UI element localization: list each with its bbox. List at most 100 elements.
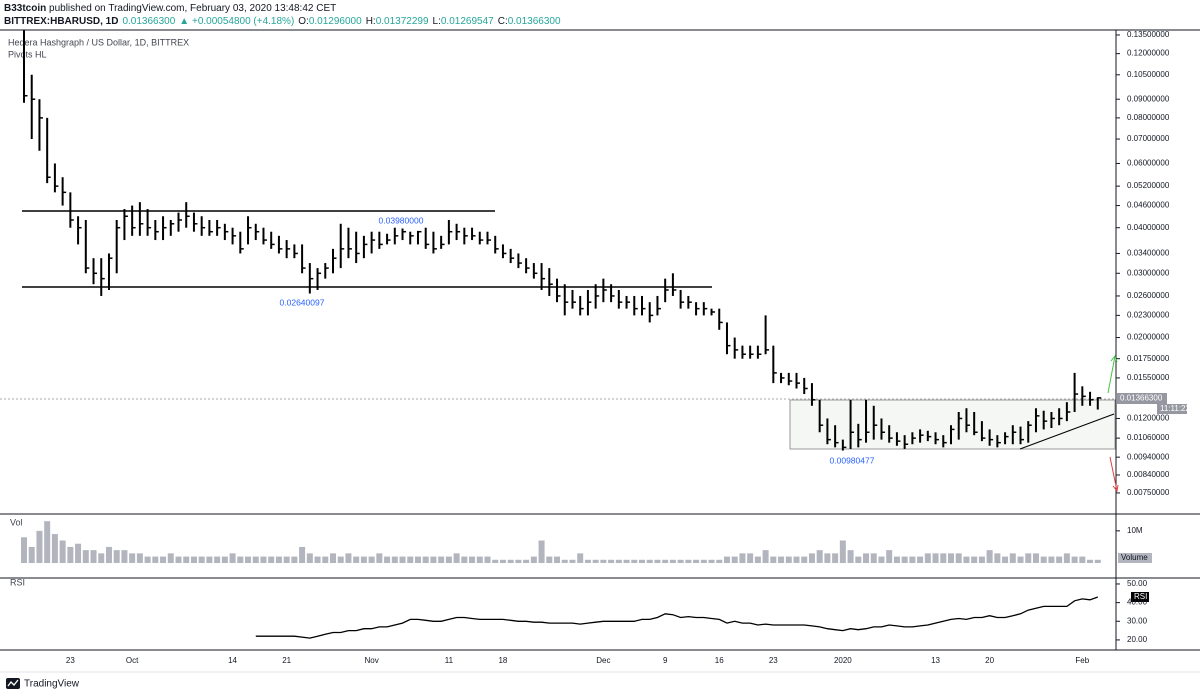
volume-bar: [51, 534, 58, 563]
volume-bar: [136, 553, 143, 563]
x-tick-label: 20: [985, 656, 994, 665]
y-tick-label: 0.02600000: [1127, 291, 1170, 300]
volume-bar: [639, 559, 645, 563]
y-tick-label: 0.00840000: [1127, 470, 1170, 479]
volume-bar: [785, 556, 792, 563]
volume-bar: [986, 550, 993, 563]
publish-line: B33tcoin published on TradingView.com, F…: [4, 2, 561, 15]
x-tick-label: Nov: [365, 656, 379, 665]
volume-bar: [662, 559, 669, 563]
x-tick-label: Feb: [1075, 656, 1089, 665]
volume-bar: [646, 559, 653, 563]
volume-bar: [167, 553, 174, 563]
volume-bar: [801, 556, 808, 563]
x-tick-label: Oct: [126, 656, 139, 665]
y-tick-label: 0.08000000: [1127, 113, 1170, 122]
volume-bar: [739, 553, 746, 563]
volume-bar: [793, 556, 800, 563]
quote-line: BITTREX:HBARUSD, 1D 0.01366300 ▲ +0.000548…: [4, 15, 561, 28]
quote-value: 0.01372299: [375, 16, 429, 27]
volume-bar: [878, 556, 885, 563]
volume-bar: [376, 553, 383, 563]
y-tick-label: 0.01060000: [1127, 433, 1170, 442]
volume-bar: [569, 559, 576, 563]
volume-bar: [615, 559, 622, 563]
x-tick-label: 23: [769, 656, 778, 665]
quote-value: 0.01366300: [507, 16, 561, 27]
volume-bar: [160, 556, 167, 563]
volume-bar: [1009, 553, 1016, 563]
volume-bar: [229, 553, 236, 563]
volume-bar: [978, 556, 985, 563]
volume-badge-label: Volume: [1121, 553, 1148, 562]
volume-bar: [183, 556, 190, 563]
volume-bar: [129, 553, 136, 563]
volume-bar: [870, 553, 877, 563]
volume-bar: [291, 556, 298, 563]
y-tick-label: 0.03400000: [1127, 249, 1170, 258]
volume-bar: [275, 556, 282, 563]
volume-bar: [461, 556, 468, 563]
volume-bar: [948, 553, 954, 563]
volume-bar: [816, 550, 823, 563]
x-tick-label: 16: [715, 656, 724, 665]
volume-bar: [322, 556, 329, 563]
y-tick-label: 0.02000000: [1127, 333, 1170, 342]
y-tick-label: 20.00: [1127, 635, 1148, 644]
volume-bar: [469, 556, 476, 563]
trend-line: [1019, 413, 1115, 450]
y-tick-label: 0.10500000: [1127, 70, 1170, 79]
volume-bar: [438, 556, 445, 563]
volume-bar: [1063, 553, 1070, 563]
quote-label: O:: [298, 16, 309, 27]
volume-bar: [67, 546, 74, 563]
volume-bar: [175, 556, 182, 563]
volume-bar: [754, 556, 761, 563]
volume-title: Vol: [10, 517, 23, 527]
volume-bar: [1002, 556, 1009, 563]
volume-bar: [98, 553, 105, 563]
up-arrow: [1107, 354, 1118, 394]
volume-badge: [1118, 553, 1152, 563]
volume-bar: [484, 556, 491, 563]
volume-bar: [1094, 559, 1101, 563]
y-tick-label: 0.07000000: [1127, 134, 1170, 143]
volume-bar: [832, 553, 839, 563]
volume-bar: [198, 556, 205, 563]
volume-bar: [893, 556, 900, 563]
y-tick-label: 0.02300000: [1127, 310, 1170, 319]
volume-bar: [839, 540, 846, 563]
quote-label: C:: [497, 16, 508, 27]
y-tick-label: 0.12000000: [1127, 49, 1170, 58]
change: ▲ +0.00054800 (+4.18%): [179, 16, 295, 27]
volume-bar: [260, 556, 267, 563]
volume-bar: [561, 559, 568, 563]
volume-bar: [955, 553, 962, 563]
volume-bar: [1032, 553, 1039, 563]
volume-bar: [399, 556, 406, 563]
y-tick-label: 0.09000000: [1127, 94, 1170, 103]
author: B33tcoin: [4, 3, 47, 14]
volume-bar: [21, 537, 27, 563]
volume-bar: [90, 550, 97, 563]
volume-bar: [1017, 556, 1024, 563]
volume-bar: [631, 559, 638, 563]
x-tick-label: 14: [228, 656, 237, 665]
volume-bar: [685, 559, 692, 563]
volume-bar: [507, 559, 514, 563]
volume-bar: [252, 556, 259, 563]
y-tick-label: 0.04600000: [1127, 201, 1170, 210]
volume-bar: [82, 550, 89, 563]
countdown: 11:11:22: [1160, 404, 1191, 413]
volume-bar: [770, 556, 777, 563]
volume-bar: [824, 553, 831, 563]
last: 0.01366300: [122, 16, 176, 27]
volume-bar: [214, 556, 221, 563]
volume-bar: [863, 553, 870, 563]
volume-bar: [499, 559, 506, 563]
volume-bar: [886, 550, 893, 563]
volume-bar: [1071, 556, 1078, 563]
